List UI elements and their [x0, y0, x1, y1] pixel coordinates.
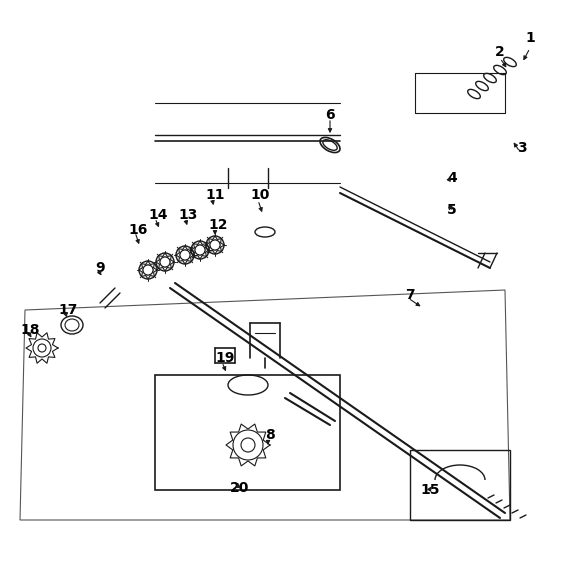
Text: 14: 14 [148, 208, 168, 222]
Text: 18: 18 [20, 323, 39, 337]
Text: 15: 15 [420, 483, 440, 497]
Text: 12: 12 [208, 218, 228, 232]
Ellipse shape [195, 245, 205, 255]
Text: 8: 8 [265, 428, 275, 442]
Ellipse shape [210, 240, 220, 250]
Text: 20: 20 [231, 481, 250, 495]
Text: 13: 13 [178, 208, 198, 222]
Ellipse shape [180, 250, 190, 260]
Text: 19: 19 [215, 351, 235, 365]
Ellipse shape [33, 339, 51, 357]
Text: 4: 4 [447, 171, 457, 185]
Text: 11: 11 [205, 188, 225, 202]
Text: 7: 7 [405, 288, 415, 302]
Text: 5: 5 [447, 203, 457, 217]
Ellipse shape [143, 265, 153, 275]
Ellipse shape [233, 430, 263, 460]
Text: 17: 17 [58, 303, 78, 317]
Text: 16: 16 [128, 223, 148, 237]
Ellipse shape [160, 257, 170, 267]
Text: 6: 6 [325, 108, 335, 122]
Text: 3: 3 [517, 141, 527, 155]
Text: 2: 2 [495, 45, 505, 59]
Text: 1: 1 [525, 31, 535, 45]
Text: 9: 9 [95, 261, 105, 275]
Text: 10: 10 [251, 188, 269, 202]
